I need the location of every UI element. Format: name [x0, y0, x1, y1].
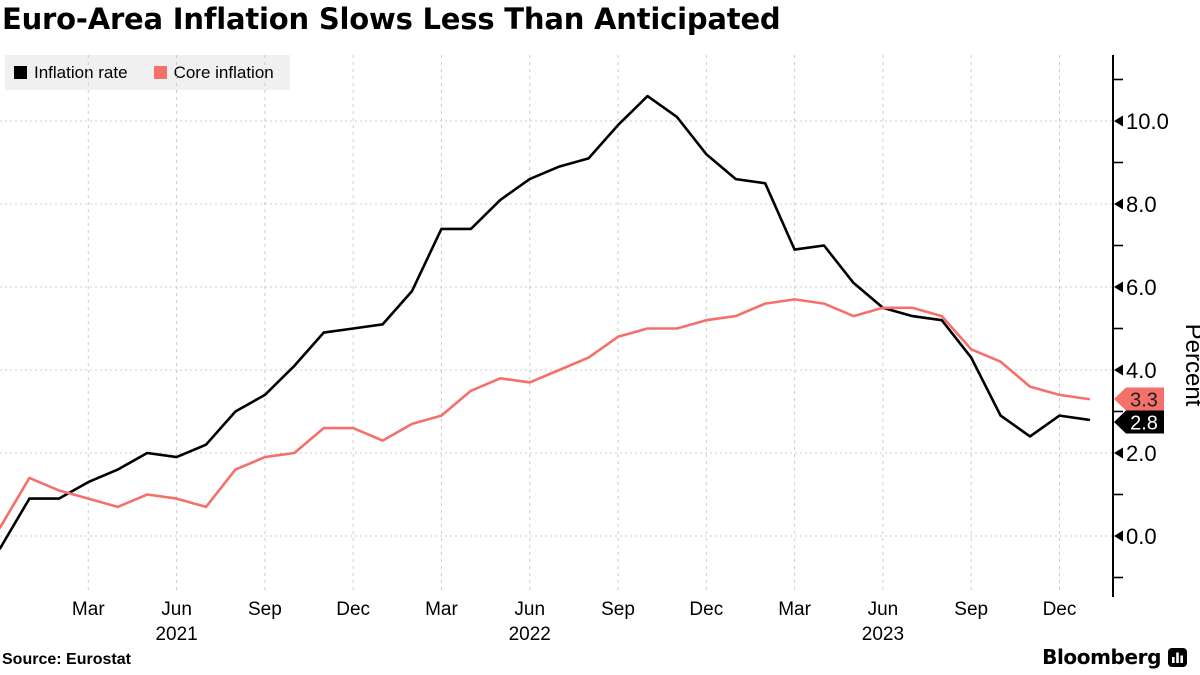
x-tick-label: Sep — [601, 599, 635, 620]
end-tag-core-inflation — [1114, 387, 1164, 411]
x-tick-label: Dec — [1043, 599, 1077, 620]
end-tag-value: 2.8 — [1130, 413, 1158, 435]
x-year-label: 2023 — [862, 624, 904, 645]
y-tick-label: 10.0 — [1126, 109, 1169, 134]
x-tick-label: Sep — [248, 599, 282, 620]
y-tick-label: 0.0 — [1126, 524, 1157, 549]
x-axis-labels: Mar Jun 2021 Sep Dec Mar Jun 2022 Sep Dec Mar Jun 20… — [72, 599, 1076, 645]
y-axis-title: Percent — [1180, 324, 1200, 407]
x-tick-label: Sep — [954, 599, 988, 620]
x-tick-label: Mar — [72, 599, 105, 620]
source-label: Source: Eurostat — [2, 651, 131, 668]
y-tick-label: 2.0 — [1126, 441, 1157, 466]
x-tick-label: Dec — [689, 599, 723, 620]
legend-item-inflation-rate: Inflation rate — [14, 63, 128, 83]
legend-label-core-inflation: Core inflation — [173, 62, 274, 82]
x-tick-label: Jun — [868, 599, 899, 620]
y-major-tick-arrow — [1114, 364, 1123, 376]
end-value-tags: 3.32.8 — [1114, 387, 1164, 435]
series-line-inflation-rate — [0, 94, 1091, 550]
y-tick-label: 4.0 — [1126, 358, 1157, 383]
legend: Inflation rate Core inflation — [5, 55, 290, 90]
y-tick-label: 8.0 — [1126, 192, 1157, 217]
end-tag-value: 3.3 — [1130, 390, 1158, 412]
y-major-tick-arrow — [1114, 115, 1123, 127]
y-major-tick-arrow — [1114, 530, 1123, 542]
inflation-rate-swatch — [14, 66, 27, 79]
y-axis: 0.0 2.0 4.0 6.0 8.0 10.0 Percent — [1112, 55, 1200, 597]
legend-item-core-inflation: Core inflation — [153, 62, 274, 83]
x-tick-label: Dec — [336, 599, 370, 620]
bloomberg-wordmark: Bloomberg — [1042, 645, 1161, 669]
x-tick-label: Mar — [778, 599, 811, 620]
core-inflation-swatch — [153, 66, 167, 79]
y-major-tick-arrow — [1114, 198, 1123, 210]
y-major-tick-arrow — [1114, 281, 1123, 293]
chart-title: Euro-Area Inflation Slows Less Than Anti… — [2, 2, 781, 36]
y-tick-label: 6.0 — [1126, 275, 1157, 300]
x-tick-label: Jun — [514, 599, 545, 620]
bloomberg-logo: Bloomberg — [1042, 645, 1187, 669]
x-tick-label: Mar — [425, 599, 458, 620]
x-tick-label: Jun — [161, 599, 192, 620]
y-major-tick-arrow — [1114, 447, 1123, 459]
x-year-label: 2022 — [509, 624, 551, 645]
bloomberg-terminal-icon — [1168, 647, 1187, 667]
end-tag-inflation-rate — [1114, 410, 1164, 434]
series-line-core-inflation — [0, 298, 1091, 530]
legend-label-inflation-rate: Inflation rate — [34, 62, 128, 82]
series-lines — [0, 94, 1091, 550]
x-year-label: 2021 — [155, 624, 197, 645]
